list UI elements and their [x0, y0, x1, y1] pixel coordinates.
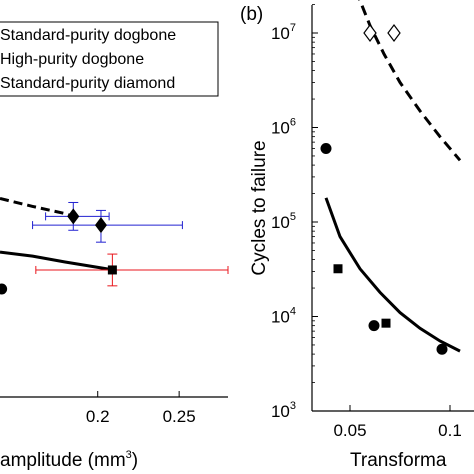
y-tick-label: 103: [271, 400, 296, 421]
dashed-curve: [358, 0, 462, 162]
legend-label-standard-diamond: Standard-purity diamond: [0, 75, 175, 92]
data-point-standard-purity-dogbone: [0, 283, 8, 295]
x-tick-label: 0.1: [438, 421, 462, 440]
data-point-standard-purity-dogbone: [436, 343, 448, 355]
panel-b-x-axis-label: Transforma: [350, 450, 447, 471]
data-point-high-purity-dogbone: [94, 217, 107, 234]
panel-b: (b) 103 104 105 106 107 0.05 0.1 Cycles to fa…: [240, 0, 474, 471]
y-tick-label: 107: [271, 22, 296, 43]
fit-line-high-purity-dogbone: [0, 197, 74, 218]
legend-box: [0, 21, 219, 97]
solid-curve: [324, 197, 461, 353]
data-point-high-purity-dogbone: [67, 208, 80, 225]
data-point-standard-purity-diamond: [381, 318, 391, 328]
panel-b-label: (b): [240, 4, 263, 25]
x-tick-label: 0.2: [86, 407, 110, 426]
data-point-high-purity-dogbone: [387, 24, 401, 42]
data-point-high-purity-dogbone: [363, 24, 377, 42]
y-tick-label: 105: [271, 211, 296, 232]
panel-b-plot-area: [320, 0, 462, 355]
panel-a-plot-area: [0, 197, 229, 295]
legend-label-high-purity-dogbone: High-purity dogbone: [0, 51, 144, 68]
data-point-standard-purity-diamond: [333, 264, 343, 274]
legend-label-standard-dogbone: Standard-purity dogbone: [0, 27, 176, 44]
y-tick-label: 106: [271, 117, 296, 138]
data-point-standard-purity-dogbone: [368, 320, 380, 332]
panel-a-legend: Standard-purity dogbone High-purity dogb…: [0, 21, 219, 97]
data-point-standard-purity-dogbone: [320, 142, 332, 154]
fit-line-standard-purity-diamond: [0, 250, 115, 272]
data-point-standard-purity-diamond: [107, 265, 117, 275]
panel-a-x-ticks: 0.2 0.25: [86, 391, 196, 426]
x-tick-label: 0.05: [333, 421, 366, 440]
y-tick-label: 104: [271, 306, 296, 327]
panel-b-y-ticks: 103 104 105 106 107: [271, 4, 318, 421]
panel-a-x-axis-label: amplitude (mm3): [0, 449, 138, 471]
panel-b-x-ticks: 0.05 0.1: [333, 405, 462, 440]
x-tick-label: 0.25: [163, 407, 196, 426]
panel-b-y-axis-label: Cycles to failure: [249, 140, 270, 275]
panel-a: 0.2 0.25 amplitude (mm3) Standard-purity …: [0, 21, 229, 471]
